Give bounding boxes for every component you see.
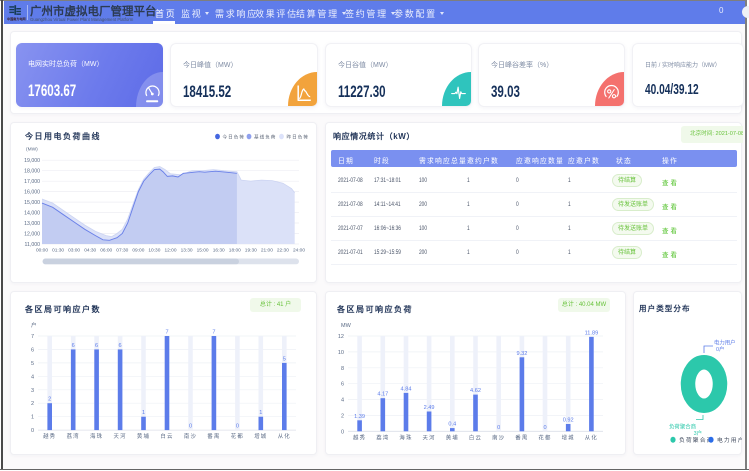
svg-text:6: 6 — [119, 343, 122, 349]
svg-text:基线负荷: 基线负荷 — [254, 133, 276, 140]
svg-text:从化: 从化 — [585, 433, 598, 441]
svg-text:11.89: 11.89 — [585, 330, 599, 336]
svg-text:0户: 0户 — [716, 345, 724, 353]
svg-text:15:00: 15:00 — [197, 248, 209, 254]
svg-text:5: 5 — [283, 356, 286, 362]
svg-text:6: 6 — [95, 343, 98, 349]
svg-text:番禺: 番禺 — [515, 434, 528, 441]
svg-text:黄埔: 黄埔 — [137, 432, 150, 440]
svg-text:16:30: 16:30 — [213, 248, 225, 254]
svg-text:电力用户: 电力用户 — [717, 436, 742, 444]
svg-text:2.49: 2.49 — [424, 405, 435, 411]
svg-text:19,000: 19,000 — [24, 158, 40, 164]
svg-text:番禺: 番禺 — [207, 433, 220, 440]
svg-text:0: 0 — [497, 425, 500, 431]
svg-text:1: 1 — [259, 410, 262, 416]
svg-text:从化: 从化 — [278, 432, 291, 440]
svg-text:天河: 天河 — [423, 433, 436, 441]
svg-text:MW: MW — [341, 323, 352, 329]
svg-text:0: 0 — [189, 424, 192, 430]
svg-text:12,000: 12,000 — [24, 231, 40, 237]
svg-text:1: 1 — [31, 415, 34, 421]
svg-text:1: 1 — [142, 410, 145, 416]
svg-text:13:30: 13:30 — [181, 248, 193, 254]
svg-text:1.39: 1.39 — [354, 414, 365, 420]
svg-text:(MW): (MW) — [26, 147, 38, 153]
svg-text:0: 0 — [341, 429, 344, 435]
svg-text:17,000: 17,000 — [24, 179, 40, 185]
svg-text:13,000: 13,000 — [24, 221, 40, 227]
svg-text:12:00: 12:00 — [164, 248, 176, 254]
svg-text:14,000: 14,000 — [24, 210, 40, 216]
svg-text:7: 7 — [212, 330, 215, 336]
svg-text:增城: 增城 — [562, 433, 575, 441]
svg-text:越秀: 越秀 — [353, 433, 366, 441]
svg-text:15,000: 15,000 — [24, 200, 40, 206]
svg-text:增城: 增城 — [254, 432, 267, 440]
svg-text:荔湾: 荔湾 — [376, 433, 389, 441]
svg-text:4.62: 4.62 — [470, 388, 481, 394]
svg-text:03:00: 03:00 — [68, 248, 80, 254]
svg-text:8: 8 — [341, 366, 344, 372]
svg-text:5: 5 — [31, 361, 34, 367]
svg-text:4.84: 4.84 — [401, 386, 412, 392]
svg-text:负荷聚合商: 负荷聚合商 — [679, 436, 714, 444]
svg-text:7: 7 — [165, 330, 168, 336]
svg-text:04:30: 04:30 — [84, 248, 96, 254]
svg-text:今日负荷: 今日负荷 — [223, 133, 245, 140]
svg-text:09:00: 09:00 — [132, 248, 144, 254]
svg-text:海珠: 海珠 — [399, 433, 412, 441]
svg-text:6: 6 — [341, 382, 344, 388]
svg-text:0: 0 — [236, 424, 239, 430]
svg-text:海珠: 海珠 — [90, 432, 103, 440]
svg-text:荔湾: 荔湾 — [67, 432, 80, 440]
svg-text:19:30: 19:30 — [245, 248, 257, 254]
svg-text:白云: 白云 — [469, 433, 482, 441]
svg-text:6: 6 — [72, 343, 75, 349]
svg-text:06:00: 06:00 — [100, 248, 112, 254]
svg-text:白云: 白云 — [160, 432, 173, 440]
svg-text:2: 2 — [48, 397, 51, 403]
svg-text:2: 2 — [341, 413, 344, 419]
svg-text:0.4: 0.4 — [448, 422, 456, 428]
svg-text:0: 0 — [543, 425, 546, 431]
svg-text:黄埔: 黄埔 — [446, 433, 459, 441]
svg-text:越秀: 越秀 — [43, 432, 56, 440]
svg-text:电力用户: 电力用户 — [714, 339, 736, 347]
svg-text:2: 2 — [31, 401, 34, 407]
svg-text:10: 10 — [338, 350, 344, 356]
svg-text:22:30: 22:30 — [277, 248, 289, 254]
svg-text:18,000: 18,000 — [24, 169, 40, 175]
svg-text:南沙: 南沙 — [184, 432, 197, 440]
svg-text:天河: 天河 — [114, 432, 127, 440]
svg-text:3: 3 — [31, 388, 34, 394]
svg-text:10:30: 10:30 — [148, 248, 160, 254]
svg-text:负荷聚合商: 负荷聚合商 — [669, 423, 697, 431]
svg-text:11,000: 11,000 — [25, 242, 41, 248]
svg-text:7: 7 — [31, 334, 34, 340]
svg-text:花都: 花都 — [538, 433, 551, 441]
svg-text:花都: 花都 — [231, 432, 244, 440]
svg-text:16,000: 16,000 — [24, 190, 40, 196]
svg-text:昨日负荷: 昨日负荷 — [287, 133, 309, 140]
svg-text:0.92: 0.92 — [563, 418, 574, 424]
svg-text:24:00: 24:00 — [293, 248, 305, 254]
svg-text:3户: 3户 — [694, 429, 702, 437]
svg-text:07:30: 07:30 — [116, 248, 128, 254]
svg-text:18:00: 18:00 — [229, 248, 241, 254]
svg-text:南沙: 南沙 — [492, 433, 505, 441]
svg-text:12: 12 — [338, 334, 344, 340]
svg-text:00:00: 00:00 — [36, 248, 48, 254]
svg-text:9.32: 9.32 — [516, 351, 527, 357]
svg-text:21:00: 21:00 — [261, 248, 273, 254]
svg-text:4: 4 — [341, 398, 344, 404]
svg-text:4.17: 4.17 — [377, 392, 388, 398]
svg-text:01:30: 01:30 — [52, 248, 64, 254]
svg-text:户: 户 — [31, 321, 37, 329]
svg-text:6: 6 — [31, 347, 34, 353]
svg-text:0: 0 — [31, 428, 34, 434]
svg-text:4: 4 — [31, 374, 34, 380]
